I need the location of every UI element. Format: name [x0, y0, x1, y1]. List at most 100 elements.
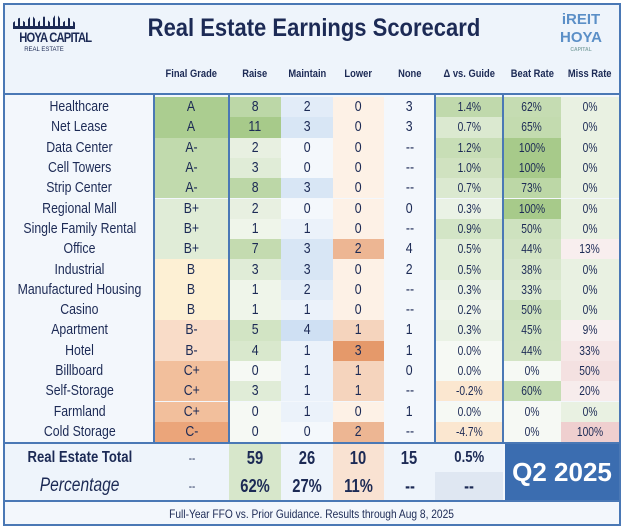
cell-none: --	[384, 381, 435, 402]
total-lower: 10	[333, 444, 384, 472]
table-row: Office B+ 7 3 2 4 0.5% 44% 13%	[5, 239, 619, 260]
cell-delta: -4.7%	[435, 421, 503, 443]
cell-grade: A-	[154, 157, 229, 179]
percentage-raise: 62%	[229, 472, 281, 500]
cell-none: --	[384, 421, 435, 443]
total-row: Real Estate Total -- 59 26 10 15 0.5%	[5, 444, 503, 472]
header: HOYA CAPITAL REAL ESTATE Real Estate Ear…	[5, 5, 619, 95]
column-header-raise: Raise	[242, 68, 268, 80]
cell-grade: A	[154, 117, 229, 138]
cell-none: 4	[384, 239, 435, 260]
cell-sector: Healthcare	[5, 97, 154, 118]
logo-right-line1: iREIT	[561, 11, 601, 28]
scorecard: HOYA CAPITAL REAL ESTATE Real Estate Ear…	[3, 3, 621, 526]
percentage-grade: --	[154, 472, 229, 500]
cell-raise: 5	[229, 320, 281, 341]
cell-sector: Apartment	[5, 320, 154, 341]
cell-sector: Data Center	[5, 137, 154, 158]
cell-none: 1	[384, 340, 435, 361]
cell-maintain: 3	[281, 239, 333, 260]
cell-lower: 0	[333, 218, 384, 240]
period-badge: Q2 2025	[505, 444, 619, 500]
column-header-lower: Lower	[344, 68, 373, 80]
cell-none: 1	[384, 401, 435, 422]
table-row: Net Lease A 11 3 0 3 0.7% 65% 0%	[5, 117, 619, 138]
cell-beat: 44%	[503, 239, 561, 260]
cell-beat: 0%	[503, 421, 561, 443]
column-header-none: None	[397, 68, 422, 80]
cell-maintain: 1	[281, 381, 333, 402]
cell-sector: Cold Storage	[5, 421, 154, 443]
cell-grade: B+	[154, 218, 229, 240]
cell-beat: 62%	[503, 97, 561, 118]
logo-left-line1: HOYA CAPITAL	[19, 29, 92, 45]
cell-maintain: 3	[281, 178, 333, 199]
cell-beat: 0%	[503, 360, 561, 382]
cell-beat: 100%	[503, 198, 561, 219]
cell-grade: B	[154, 300, 229, 321]
cell-grade: B-	[154, 340, 229, 361]
cell-beat: 60%	[503, 381, 561, 402]
cell-lower: 0	[333, 97, 384, 118]
cell-none: --	[384, 218, 435, 240]
cell-lower: 1	[333, 320, 384, 341]
cell-raise: 0	[229, 401, 281, 422]
column-header-beat: Beat Rate	[510, 68, 554, 80]
cell-miss: 20%	[561, 381, 619, 402]
cell-lower: 0	[333, 137, 384, 158]
cell-miss: 100%	[561, 421, 619, 443]
cell-raise: 7	[229, 239, 281, 260]
column-header-miss: Miss Rate	[568, 68, 612, 80]
cell-delta: -0.2%	[435, 381, 503, 402]
cell-delta: 0.5%	[435, 239, 503, 260]
cell-delta: 0.3%	[435, 279, 503, 300]
cell-grade: B-	[154, 320, 229, 341]
cell-lower: 2	[333, 421, 384, 443]
cell-beat: 0%	[503, 401, 561, 422]
cell-delta: 0.0%	[435, 360, 503, 382]
cell-raise: 2	[229, 198, 281, 219]
cell-lower: 0	[333, 178, 384, 199]
cell-raise: 3	[229, 259, 281, 280]
cell-miss: 0%	[561, 300, 619, 321]
cell-grade: B	[154, 259, 229, 280]
total-none: 15	[384, 444, 435, 472]
cell-maintain: 4	[281, 320, 333, 341]
total-delta: 0.5%	[435, 444, 503, 472]
table-row: Cell Towers A- 3 0 0 -- 1.0% 100% 0%	[5, 157, 619, 179]
cell-miss: 0%	[561, 198, 619, 219]
cell-miss: 0%	[561, 157, 619, 179]
cell-sector: Single Family Rental	[5, 218, 154, 240]
cell-none: 0	[384, 360, 435, 382]
table-row: Healthcare A 8 2 0 3 1.4% 62% 0%	[5, 97, 619, 118]
table-row: Farmland C+ 0 1 0 1 0.0% 0% 0%	[5, 401, 619, 422]
cell-sector: Office	[5, 239, 154, 260]
cell-raise: 0	[229, 360, 281, 382]
cell-miss: 0%	[561, 401, 619, 422]
cell-miss: 0%	[561, 178, 619, 199]
cell-grade: B	[154, 279, 229, 300]
cell-sector: Net Lease	[5, 117, 154, 138]
cell-lower: 2	[333, 239, 384, 260]
cell-lower: 0	[333, 198, 384, 219]
cell-delta: 0.3%	[435, 198, 503, 219]
hoya-capital-logo: HOYA CAPITAL REAL ESTATE	[13, 13, 92, 63]
table-row: Apartment B- 5 4 1 1 0.3% 45% 9%	[5, 320, 619, 341]
cell-maintain: 1	[281, 360, 333, 382]
table-row: Data Center A- 2 0 0 -- 1.2% 100% 0%	[5, 137, 619, 158]
cell-none: --	[384, 300, 435, 321]
table-row: Strip Center A- 8 3 0 -- 0.7% 73% 0%	[5, 178, 619, 199]
percentage-lower: 11%	[333, 472, 384, 500]
cell-beat: 38%	[503, 259, 561, 280]
cell-raise: 8	[229, 97, 281, 118]
percentage-delta: --	[435, 472, 503, 500]
cell-maintain: 3	[281, 259, 333, 280]
cell-grade: C+	[154, 360, 229, 382]
cell-sector: Billboard	[5, 360, 154, 382]
cell-beat: 45%	[503, 320, 561, 341]
cell-miss: 0%	[561, 279, 619, 300]
cell-beat: 50%	[503, 300, 561, 321]
cell-raise: 3	[229, 157, 281, 179]
cell-maintain: 1	[281, 401, 333, 422]
logo-left-line2: REAL ESTATE	[24, 47, 64, 53]
